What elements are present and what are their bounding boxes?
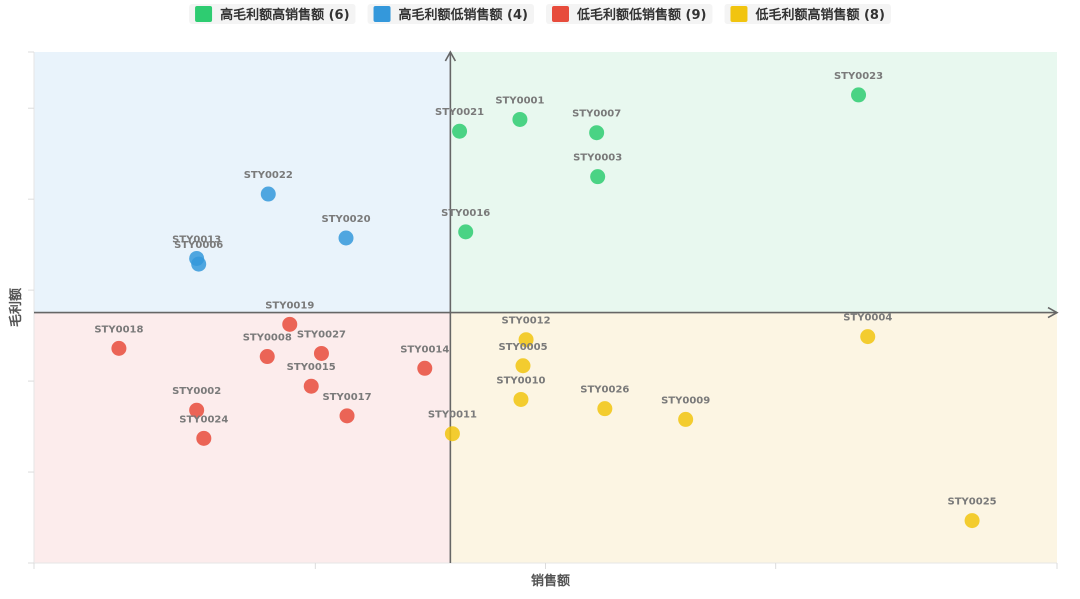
point-label: STY0007 (572, 109, 621, 120)
point-label: STY0021 (435, 107, 484, 118)
y-axis-title: 毛利额 (8, 288, 24, 327)
point-label: STY0023 (834, 71, 883, 82)
legend-label: 低毛利额高销售额 (8) (754, 7, 884, 23)
data-point[interactable] (597, 401, 613, 417)
quadrant-backgrounds (34, 52, 1058, 563)
data-point[interactable] (189, 402, 205, 418)
point-label: STY0001 (495, 95, 544, 106)
point-label: STY0013 (172, 234, 221, 245)
quadrant-high-profit-high-sales (450, 52, 1058, 313)
legend-label: 高毛利额低销售额 (4) (399, 7, 528, 23)
data-point[interactable] (452, 123, 468, 139)
point-label: STY0016 (441, 208, 490, 219)
point-label: STY0005 (498, 342, 547, 353)
data-point[interactable] (512, 111, 528, 127)
data-point[interactable] (191, 256, 207, 272)
data-point[interactable] (111, 340, 127, 356)
data-point[interactable] (458, 224, 474, 240)
data-point[interactable] (339, 408, 355, 424)
center-axes (34, 50, 1059, 563)
legend-label: 高毛利额高销售额 (6) (220, 7, 349, 23)
legend-swatch (552, 6, 569, 22)
point-label: STY0006 (174, 240, 223, 251)
point-label: STY0018 (94, 324, 143, 335)
data-point[interactable] (303, 378, 319, 394)
data-point[interactable] (313, 345, 329, 361)
quadrant-high-profit-low-sales (34, 52, 451, 313)
legend-item[interactable]: 高毛利额低销售额 (4) (367, 4, 534, 24)
point-label: STY0014 (400, 344, 449, 355)
data-point[interactable] (851, 87, 867, 103)
point-label: STY0004 (843, 313, 892, 324)
y-arrow-icon (444, 50, 457, 62)
data-point[interactable] (282, 316, 298, 332)
point-label: STY0008 (243, 333, 292, 344)
data-point[interactable] (259, 349, 275, 365)
point-label: STY0024 (179, 414, 228, 425)
legend-label: 低毛利额低销售额 (9) (576, 7, 706, 23)
point-label: STY0027 (297, 329, 346, 340)
data-point[interactable] (196, 430, 212, 446)
quadrant-low-profit-low-sales (34, 312, 451, 563)
legend-item-background (189, 4, 356, 24)
data-point[interactable] (590, 169, 606, 185)
point-label: STY0025 (948, 497, 997, 508)
data-point[interactable] (964, 513, 980, 529)
point-label: STY0011 (428, 410, 477, 421)
legend-item-background (724, 4, 891, 24)
legend-swatch (373, 6, 391, 22)
point-label: STY0010 (496, 375, 545, 386)
point-label: STY0026 (580, 385, 629, 396)
data-point[interactable] (513, 391, 529, 407)
data-point[interactable] (444, 426, 460, 442)
data-points: STY0021 STY0001 STY0007 STY0003 STY0016 STY00… (94, 71, 997, 529)
axis-ticks (28, 51, 1058, 569)
data-point[interactable] (678, 411, 694, 427)
point-label: STY0002 (172, 386, 221, 397)
point-label: STY0020 (321, 214, 370, 225)
data-point[interactable] (518, 332, 534, 348)
data-point[interactable] (338, 230, 354, 246)
point-label: STY0015 (287, 362, 336, 373)
data-point[interactable] (260, 186, 276, 202)
data-point[interactable] (515, 358, 531, 374)
data-point[interactable] (589, 125, 605, 141)
x-axis-title: 销售额 (531, 573, 570, 589)
quadrant-low-profit-high-sales (450, 312, 1058, 563)
data-point[interactable] (417, 360, 433, 376)
legend[interactable]: 高毛利额高销售额 (6) 高毛利额低销售额 (4) 低毛利额低销售额 (9) 低毛利额… (189, 4, 891, 24)
legend-item[interactable]: 低毛利额高销售额 (8) (724, 4, 891, 24)
legend-item-background (546, 4, 713, 24)
point-label: STY0003 (573, 153, 622, 164)
data-point[interactable] (860, 329, 876, 345)
legend-swatch (195, 6, 213, 22)
point-label: STY0009 (661, 395, 710, 406)
point-label: STY0012 (502, 316, 551, 327)
legend-swatch (730, 6, 748, 22)
point-label: STY0022 (244, 170, 293, 181)
point-label: STY0017 (322, 392, 371, 403)
point-label: STY0019 (265, 300, 314, 311)
x-arrow-icon (1047, 306, 1059, 319)
legend-item-background (367, 4, 534, 24)
legend-item[interactable]: 高毛利额高销售额 (6) (189, 4, 356, 24)
legend-item[interactable]: 低毛利额低销售额 (9) (546, 4, 713, 24)
